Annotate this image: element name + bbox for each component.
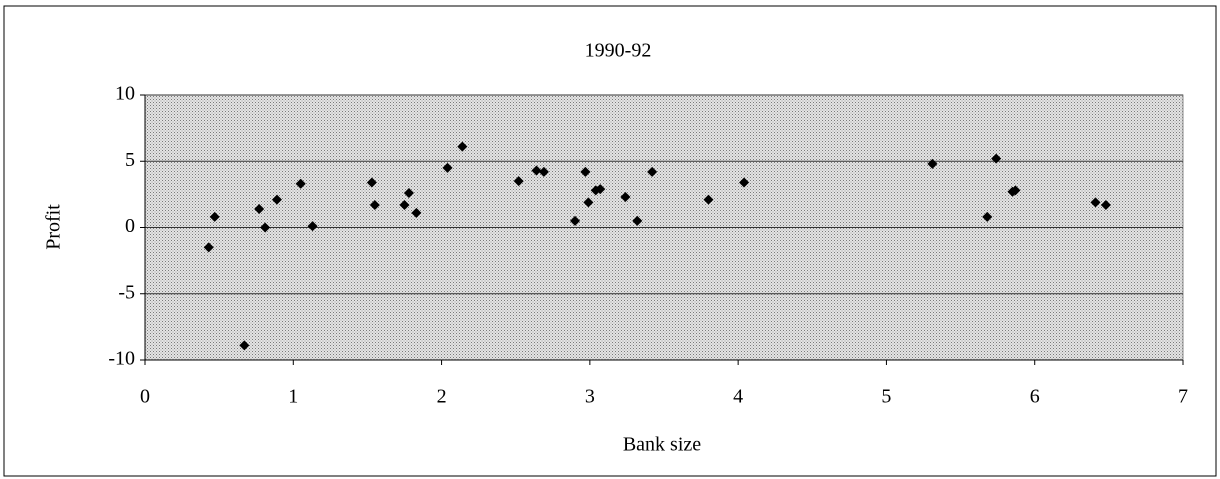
- point: [570, 215, 581, 226]
- point: [620, 192, 631, 203]
- y-tick-label: -10: [108, 348, 135, 370]
- point: [632, 215, 643, 226]
- x-tick-label: 3: [585, 386, 595, 408]
- point: [595, 184, 606, 195]
- frame: [3, 5, 1217, 477]
- point: [513, 176, 524, 187]
- x-tick-label: 2: [437, 386, 447, 408]
- point: [457, 141, 468, 152]
- point: [1090, 197, 1101, 208]
- point: [1100, 199, 1111, 210]
- x-axis-label: Bank size: [623, 434, 701, 456]
- point: [442, 162, 453, 173]
- y-tick-label: 10: [115, 83, 135, 105]
- y-tick-label: 0: [125, 215, 135, 237]
- x-tick-label: 1: [288, 386, 298, 408]
- x-tick-label: 6: [1030, 386, 1040, 408]
- point: [703, 194, 714, 205]
- point: [583, 197, 594, 208]
- point: [403, 188, 414, 199]
- point: [399, 199, 410, 210]
- point: [271, 194, 282, 205]
- point: [531, 165, 542, 176]
- point: [739, 177, 750, 188]
- point: [927, 158, 938, 169]
- x-tick-label: 4: [733, 386, 743, 408]
- point: [239, 340, 250, 351]
- point: [580, 166, 591, 177]
- y-axis-label: Profit: [43, 204, 65, 250]
- point: [203, 242, 214, 253]
- point: [295, 178, 306, 189]
- point: [307, 221, 318, 232]
- y-tick-label: -5: [118, 281, 135, 303]
- point: [647, 166, 658, 177]
- chart-title: 1990-92: [585, 40, 652, 62]
- point: [538, 166, 549, 177]
- point: [366, 177, 377, 188]
- point: [254, 203, 265, 214]
- x-tick-label: 7: [1178, 386, 1188, 408]
- point: [369, 199, 380, 210]
- x-tick-label: 0: [140, 386, 150, 408]
- point: [1010, 185, 1021, 196]
- point: [411, 207, 422, 218]
- point: [991, 153, 1002, 164]
- y-tick-label: 5: [125, 149, 135, 171]
- point: [982, 211, 993, 222]
- point: [209, 211, 220, 222]
- point: [260, 222, 271, 233]
- x-tick-label: 5: [881, 386, 891, 408]
